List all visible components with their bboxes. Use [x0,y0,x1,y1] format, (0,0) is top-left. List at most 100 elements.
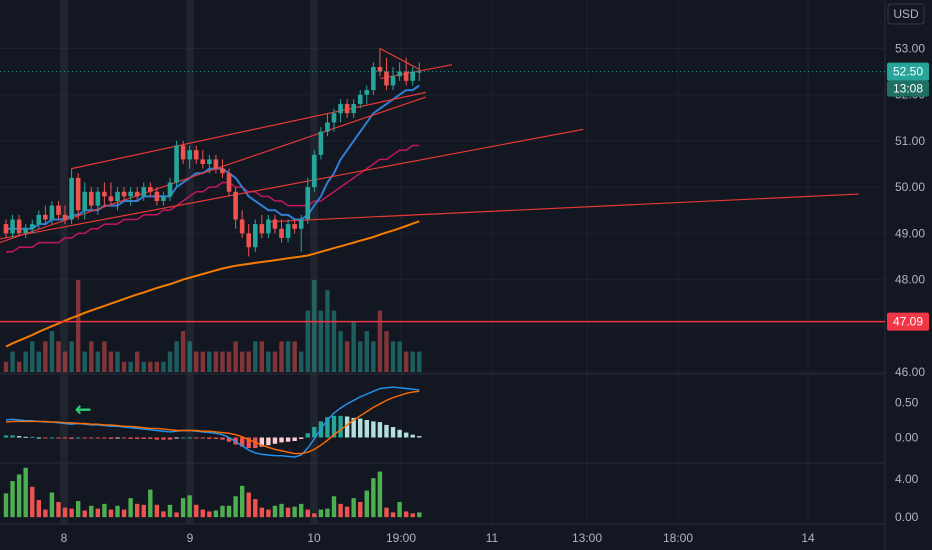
oscillator-bar [305,509,310,518]
volume-bar [233,341,238,372]
macd-histogram-bar [390,427,396,438]
candle-body [108,196,114,201]
oscillator-bar [115,505,120,518]
macd-histogram-bar [377,422,383,438]
candle-body [325,122,330,132]
macd-histogram-bar [82,437,87,439]
macd-histogram-bar [10,435,15,438]
current-price-value: 52.50 [893,65,923,79]
candle-body [128,191,133,197]
volume-bar [207,351,212,372]
candle-body [49,205,55,220]
macd-histogram-bar [115,437,120,439]
volume-bar [43,341,48,372]
macd-histogram-bar [417,436,422,438]
candle-body [292,224,297,229]
volume-bar [180,331,186,372]
macd-histogram-bar [148,437,153,439]
oscillator-bar [358,501,363,518]
candle-body [226,173,232,192]
macd-histogram-bar [36,437,41,439]
oscillator-bar [187,495,192,518]
macd-histogram-bar [338,415,343,438]
volume-bar [266,351,271,372]
oscillator-bar [75,501,81,518]
macd-tick-label: 0.00 [895,431,919,445]
macd-histogram-bar [200,437,205,439]
oscillator-bar [266,509,271,518]
volume-bar [167,351,173,372]
macd-histogram-bar [312,427,317,438]
candle-body [187,150,192,160]
oscillator-bar [69,508,74,518]
volume-bar [174,341,179,372]
candle-body [239,219,245,234]
oscillator-bar [49,492,55,518]
volume-bar [358,341,363,372]
volume-bar [410,351,415,372]
macd-histogram-bar [266,437,271,446]
oscillator-bar [344,506,350,518]
current-price-tag [887,62,929,81]
price-tick-label: 49.00 [895,226,925,240]
time-axis[interactable]: 8 9 10 19:00 11 13:00 18:00 14 [61,531,815,545]
oscillator-bar [207,511,212,518]
price-axis[interactable]: 53.0052.0051.0050.0049.0048.0047.0046.00… [887,41,929,524]
candle-body [344,103,350,114]
oscillator-bar [10,481,15,518]
macd-histogram-bar [161,437,166,440]
macd-signal-line [5,390,420,455]
macd-histogram-bar [135,437,140,439]
oscillator-bar [82,510,87,518]
macd-histogram-bar [384,424,389,438]
candle-body [167,182,173,197]
volume-bar [135,351,140,372]
volume-bar [3,361,9,372]
volume-bar [285,341,291,372]
candle-body [312,154,317,188]
macd-histogram-bar [279,437,284,443]
candle-body [305,187,311,220]
level-price-value: 47.09 [893,315,923,329]
macd-histogram-bar [167,437,173,440]
oscillator-bar [30,486,35,518]
currency-button[interactable] [887,3,925,25]
candle-body [10,219,15,234]
countdown-value: 13:08 [893,82,923,96]
candle-body [338,103,343,114]
macd-histogram-bar [174,437,179,439]
volume-bar [36,351,41,372]
macd-histogram-bar [403,432,409,438]
trendline [379,47,420,70]
time-tick-label: 9 [187,531,194,545]
volume-bar [338,331,343,372]
candle-body [161,196,166,201]
volume-bar [194,351,199,372]
macd-histogram-bar [207,437,212,439]
volume-bar [364,331,369,372]
trendline [71,91,426,170]
candle-body [3,224,9,234]
candle-body [397,71,402,77]
volume-bar [115,351,120,372]
macd-histogram-bar [331,415,337,438]
macd-histogram-bar [246,437,251,448]
oscillator-bar [299,503,304,518]
macd-histogram-bar [75,437,81,439]
oscillator-bar [377,471,383,518]
macd-histogram-bar [239,437,245,447]
oscillator-bar [62,507,68,518]
oscillator-bar [259,507,265,518]
oscillator-tick-label: 0.00 [895,510,919,524]
time-tick-label: 13:00 [572,531,602,545]
volume-bar [253,341,258,372]
volume-bar [292,341,297,372]
countdown-tag [887,80,929,97]
oscillator-bar [312,513,317,518]
volume-bar [69,341,74,372]
volume-bar [226,351,232,372]
candle-body [56,205,61,215]
macd-histogram-bar [102,437,107,439]
